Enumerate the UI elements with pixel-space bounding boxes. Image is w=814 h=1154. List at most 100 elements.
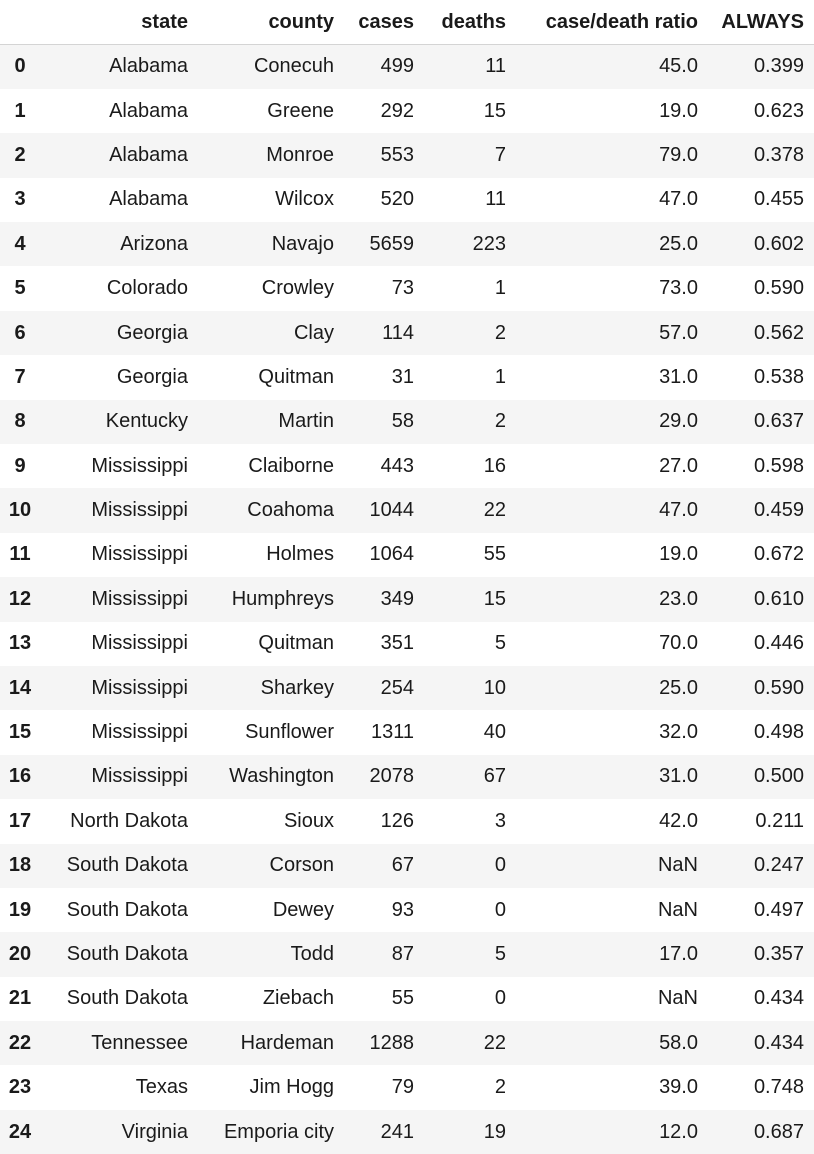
cell-cases: 349 [380,587,414,610]
cell-always: 0.687 [753,1120,804,1143]
cell-case-death-ratio: 58.0 [659,1031,698,1054]
cell-county: Coahoma [247,499,334,522]
row-index: 16 [8,765,32,788]
table-row: 1 Alabama Greene 292 15 19.0 0.623 [0,88,814,134]
cell-cases: 1288 [369,1031,415,1054]
cell-state: Virginia [121,1120,188,1143]
cell-case-death-ratio: NaN [657,854,698,877]
cell-always: 0.399 [753,55,804,78]
cell-state: Alabama [109,99,188,122]
row-index: 22 [8,1031,32,1054]
cell-county: Jim Hogg [249,1076,334,1099]
cell-deaths: 223 [472,232,506,255]
cell-county: Clay [293,321,334,344]
cell-deaths: 19 [483,1120,506,1143]
cell-county: Quitman [258,365,334,388]
cell-county: Hardeman [240,1031,334,1054]
cell-case-death-ratio: 42.0 [659,809,698,832]
cell-county: Dewey [272,898,334,921]
cell-deaths: 3 [494,809,506,832]
row-index: 23 [8,1076,32,1099]
cell-always: 0.357 [753,943,804,965]
table-row: 17 North Dakota Sioux 126 3 42.0 0.211 [0,799,814,844]
row-index: 3 [14,188,26,211]
table-row: 12 Mississippi Humphreys 349 15 23.0 0.610 [0,577,814,622]
cell-cases: 254 [380,676,414,699]
cell-cases: 5659 [369,232,415,255]
cell-case-death-ratio: 73.0 [659,277,698,300]
cell-state: Georgia [116,365,188,388]
cell-deaths: 22 [483,1031,506,1054]
cell-county: Quitman [258,632,334,655]
row-index: 7 [14,365,26,388]
cell-case-death-ratio: 17.0 [659,943,698,965]
cell-deaths: 1 [494,365,506,388]
cell-state: Mississippi [91,587,188,610]
cell-county: Sunflower [245,721,334,744]
cell-county: Conecuh [253,55,334,78]
cell-state: South Dakota [66,898,188,921]
table-header: state county cases deaths case/death rat… [0,0,814,45]
cell-cases: 58 [391,410,414,433]
cell-cases: 351 [380,632,414,655]
cell-case-death-ratio: NaN [657,898,698,921]
cell-deaths: 2 [494,1076,506,1099]
row-index: 17 [8,809,32,832]
cell-deaths: 2 [494,410,506,433]
row-index: 19 [8,898,32,921]
table-row: 9 Mississippi Claiborne 443 16 27.0 0.598 [0,444,814,489]
cell-always: 0.598 [753,454,804,477]
cell-always: 0.497 [753,898,804,921]
cell-cases: 1044 [369,499,415,522]
cell-cases: 1311 [370,721,414,744]
cell-case-death-ratio: 19.0 [659,543,698,566]
table-row: 11 Mississippi Holmes 1064 55 19.0 0.672 [0,532,814,578]
row-index: 24 [8,1120,32,1143]
table-row: 5 Colorado Crowley 73 1 73.0 0.590 [0,266,814,311]
cell-cases: 114 [382,321,414,344]
row-index: 21 [8,987,32,1010]
cell-state: Texas [135,1076,188,1099]
cell-case-death-ratio: 27.0 [659,454,698,477]
cell-cases: 443 [380,454,414,477]
cell-cases: 93 [391,898,414,921]
cell-state: Alabama [109,188,188,211]
cell-always: 0.211 [755,809,804,832]
cell-case-death-ratio: 31.0 [659,765,698,788]
cell-case-death-ratio: 19.0 [659,99,698,122]
cell-always: 0.459 [753,499,804,522]
cell-deaths: 0 [494,854,506,877]
table-row: 23 Texas Jim Hogg 79 2 39.0 0.748 [0,1065,814,1110]
row-index: 4 [14,232,26,255]
cell-always: 0.538 [753,365,804,388]
cell-deaths: 15 [483,587,506,610]
cell-deaths: 0 [494,987,506,1010]
cell-state: Mississippi [91,543,188,566]
cell-deaths: 11 [485,55,506,78]
cell-cases: 520 [380,188,414,211]
cell-always: 0.623 [753,99,804,122]
cell-county: Holmes [266,543,334,566]
table-row: 6 Georgia Clay 114 2 57.0 0.562 [0,310,814,356]
cell-county: Navajo [271,232,334,255]
row-index: 10 [8,499,32,522]
cell-deaths: 0 [494,898,506,921]
cell-county: Ziebach [262,987,334,1010]
cell-cases: 87 [391,943,414,965]
cell-deaths: 55 [483,543,506,566]
cell-state: Georgia [116,321,188,344]
cell-deaths: 5 [494,943,506,965]
header-deaths: deaths [424,0,516,45]
cell-county: Claiborne [248,454,334,477]
cell-deaths: 67 [483,765,506,788]
cell-case-death-ratio: 57.0 [659,321,698,344]
cell-deaths: 2 [494,321,506,344]
cell-state: Mississippi [91,632,188,655]
cell-state: Kentucky [105,410,188,433]
cell-always: 0.748 [753,1076,804,1099]
table-row: 3 Alabama Wilcox 520 11 47.0 0.455 [0,177,814,223]
cell-state: Tennessee [91,1031,188,1054]
cell-cases: 31 [391,365,414,388]
cell-deaths: 22 [483,499,506,522]
row-index: 6 [14,321,26,344]
